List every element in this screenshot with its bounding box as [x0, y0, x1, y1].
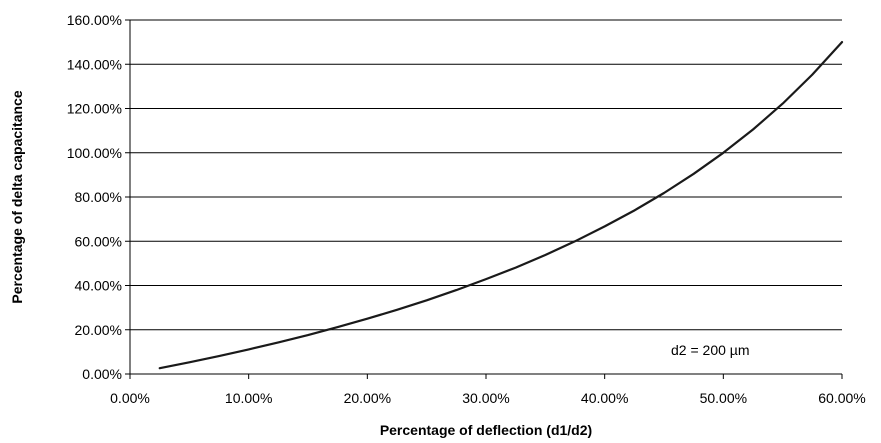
x-tick-label: 60.00% [818, 390, 865, 406]
x-tick-label: 10.00% [225, 390, 272, 406]
gridlines [130, 19, 842, 331]
y-tick-label: 0.00% [82, 366, 122, 382]
series-line [158, 40, 844, 370]
y-tick-label: 100.00% [67, 145, 122, 161]
axes [125, 19, 843, 379]
y-tick-label: 120.00% [67, 101, 122, 117]
y-tick-label: 60.00% [75, 233, 122, 249]
x-tick-label: 30.00% [462, 390, 509, 406]
y-tick-label: 140.00% [67, 56, 122, 72]
x-axis-title: Percentage of deflection (d1/d2) [380, 422, 592, 438]
x-tick-label: 20.00% [344, 390, 391, 406]
y-axis-title: Percentage of delta capacitance [9, 90, 25, 303]
y-tick-label: 160.00% [67, 12, 122, 28]
x-tick-label: 0.00% [110, 390, 150, 406]
tick-labels: 0.00% 20.00% 40.00% 60.00% 80.00% 100.00% 120.… [67, 12, 866, 406]
plot-area [158, 40, 844, 370]
x-tick-label: 40.00% [581, 390, 628, 406]
y-tick-label: 80.00% [75, 189, 122, 205]
y-tick-label: 20.00% [75, 322, 122, 338]
y-tick-label: 40.00% [75, 278, 122, 294]
d2-annotation: d2 = 200 µm [671, 342, 750, 358]
x-tick-label: 50.00% [700, 390, 747, 406]
